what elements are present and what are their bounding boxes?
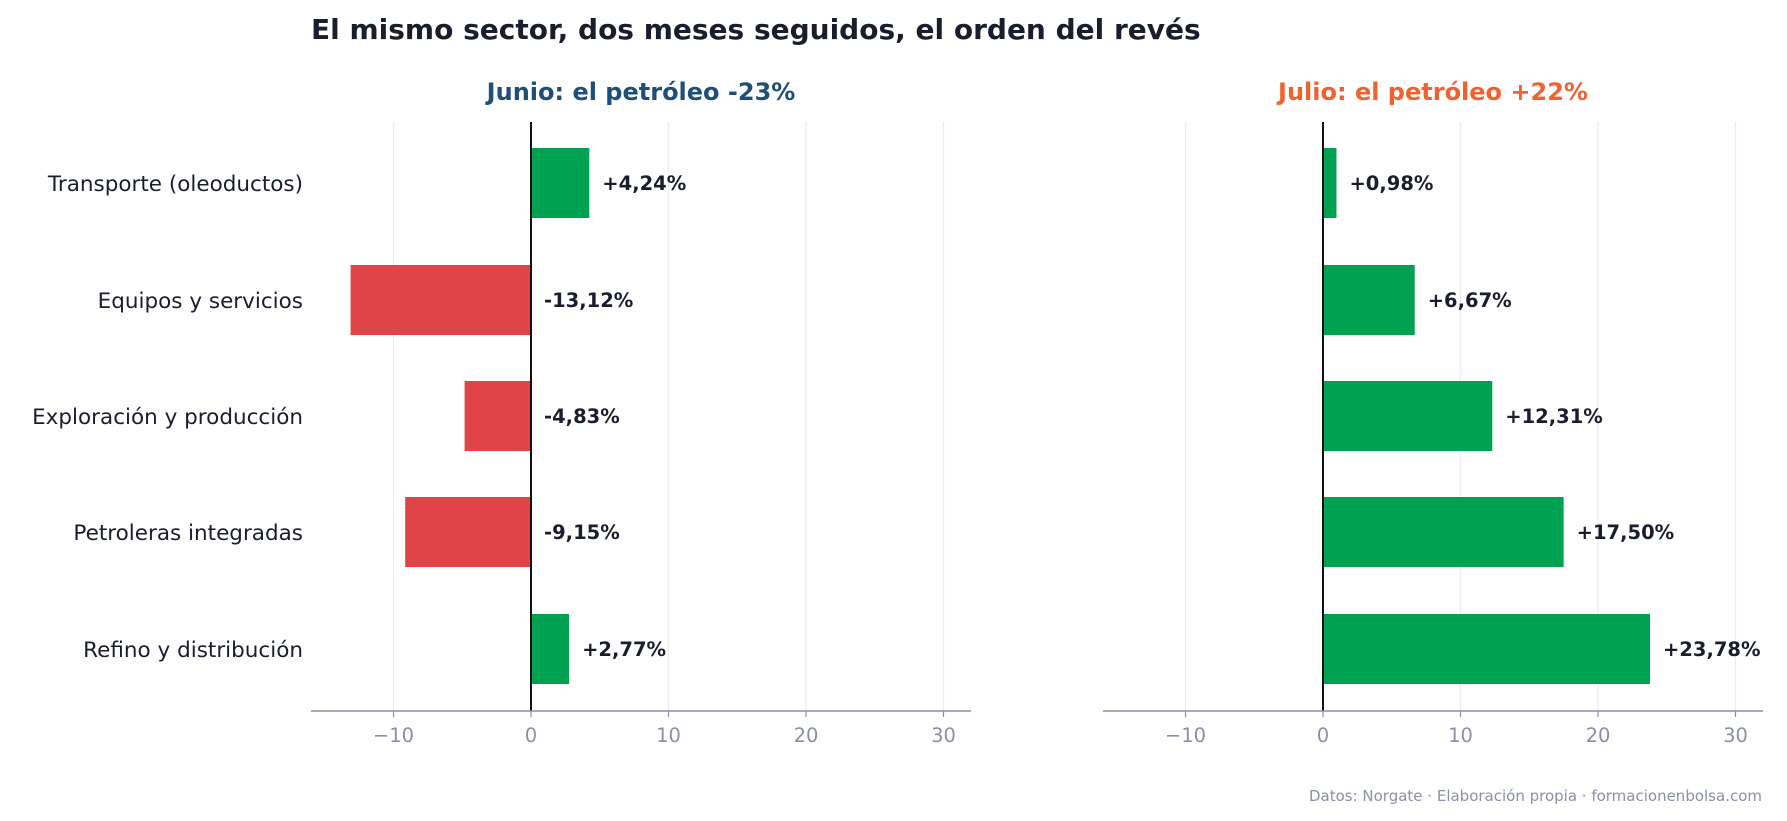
value-label-june-3: -9,15% bbox=[544, 521, 620, 544]
chart-title: El mismo sector, dos meses seguidos, el … bbox=[311, 13, 1201, 46]
value-label-july-0: +0,98% bbox=[1349, 172, 1433, 195]
value-label-july-1: +6,67% bbox=[1428, 289, 1512, 312]
bar-july-4 bbox=[1323, 614, 1650, 684]
bar-july-0 bbox=[1323, 148, 1337, 218]
chart-panels: Junio: el petróleo -23% +4,24% Transporte … bbox=[32, 78, 1763, 747]
tick-label-june-3: 20 bbox=[794, 724, 819, 747]
source-footer: Datos: Norgate · Elaboración propia · fo… bbox=[1309, 787, 1762, 805]
tick-label-july-0: −10 bbox=[1165, 724, 1206, 747]
value-label-july-4: +23,78% bbox=[1663, 638, 1761, 661]
bar-july-1 bbox=[1323, 265, 1415, 335]
category-label-2: Exploración y producción bbox=[32, 405, 303, 430]
bar-june-1 bbox=[350, 265, 531, 335]
value-label-july-2: +12,31% bbox=[1505, 405, 1603, 428]
category-label-3: Petroleras integradas bbox=[73, 521, 303, 546]
tick-label-june-4: 30 bbox=[931, 724, 956, 747]
bar-june-0 bbox=[531, 148, 590, 218]
value-label-june-1: -13,12% bbox=[544, 289, 633, 312]
tick-label-july-1: 0 bbox=[1317, 724, 1329, 747]
value-label-june-4: +2,77% bbox=[582, 638, 666, 661]
panel-title-june: Junio: el petróleo -23% bbox=[485, 78, 796, 106]
bar-june-2 bbox=[464, 381, 531, 451]
tick-label-july-3: 20 bbox=[1586, 724, 1611, 747]
value-label-july-3: +17,50% bbox=[1577, 521, 1675, 544]
bar-july-3 bbox=[1323, 497, 1564, 567]
category-label-1: Equipos y servicios bbox=[98, 289, 303, 314]
bar-july-2 bbox=[1323, 381, 1493, 451]
panel-title-july: Julio: el petróleo +22% bbox=[1276, 78, 1588, 106]
value-label-june-0: +4,24% bbox=[602, 172, 686, 195]
category-label-4: Refino y distribución bbox=[83, 638, 303, 663]
panel-june: Junio: el petróleo -23% +4,24% Transporte … bbox=[32, 78, 971, 747]
tick-label-july-4: 30 bbox=[1723, 724, 1748, 747]
bar-june-4 bbox=[531, 614, 570, 684]
category-label-0: Transporte (oleoductos) bbox=[47, 172, 303, 197]
panel-july: Julio: el petróleo +22% +0,98% +6,67% +12,3… bbox=[1103, 78, 1763, 747]
tick-label-june-2: 10 bbox=[656, 724, 681, 747]
tick-label-june-0: −10 bbox=[373, 724, 414, 747]
tick-label-june-1: 0 bbox=[525, 724, 537, 747]
value-label-june-2: -4,83% bbox=[544, 405, 620, 428]
bar-june-3 bbox=[405, 497, 531, 567]
tick-label-july-2: 10 bbox=[1448, 724, 1473, 747]
